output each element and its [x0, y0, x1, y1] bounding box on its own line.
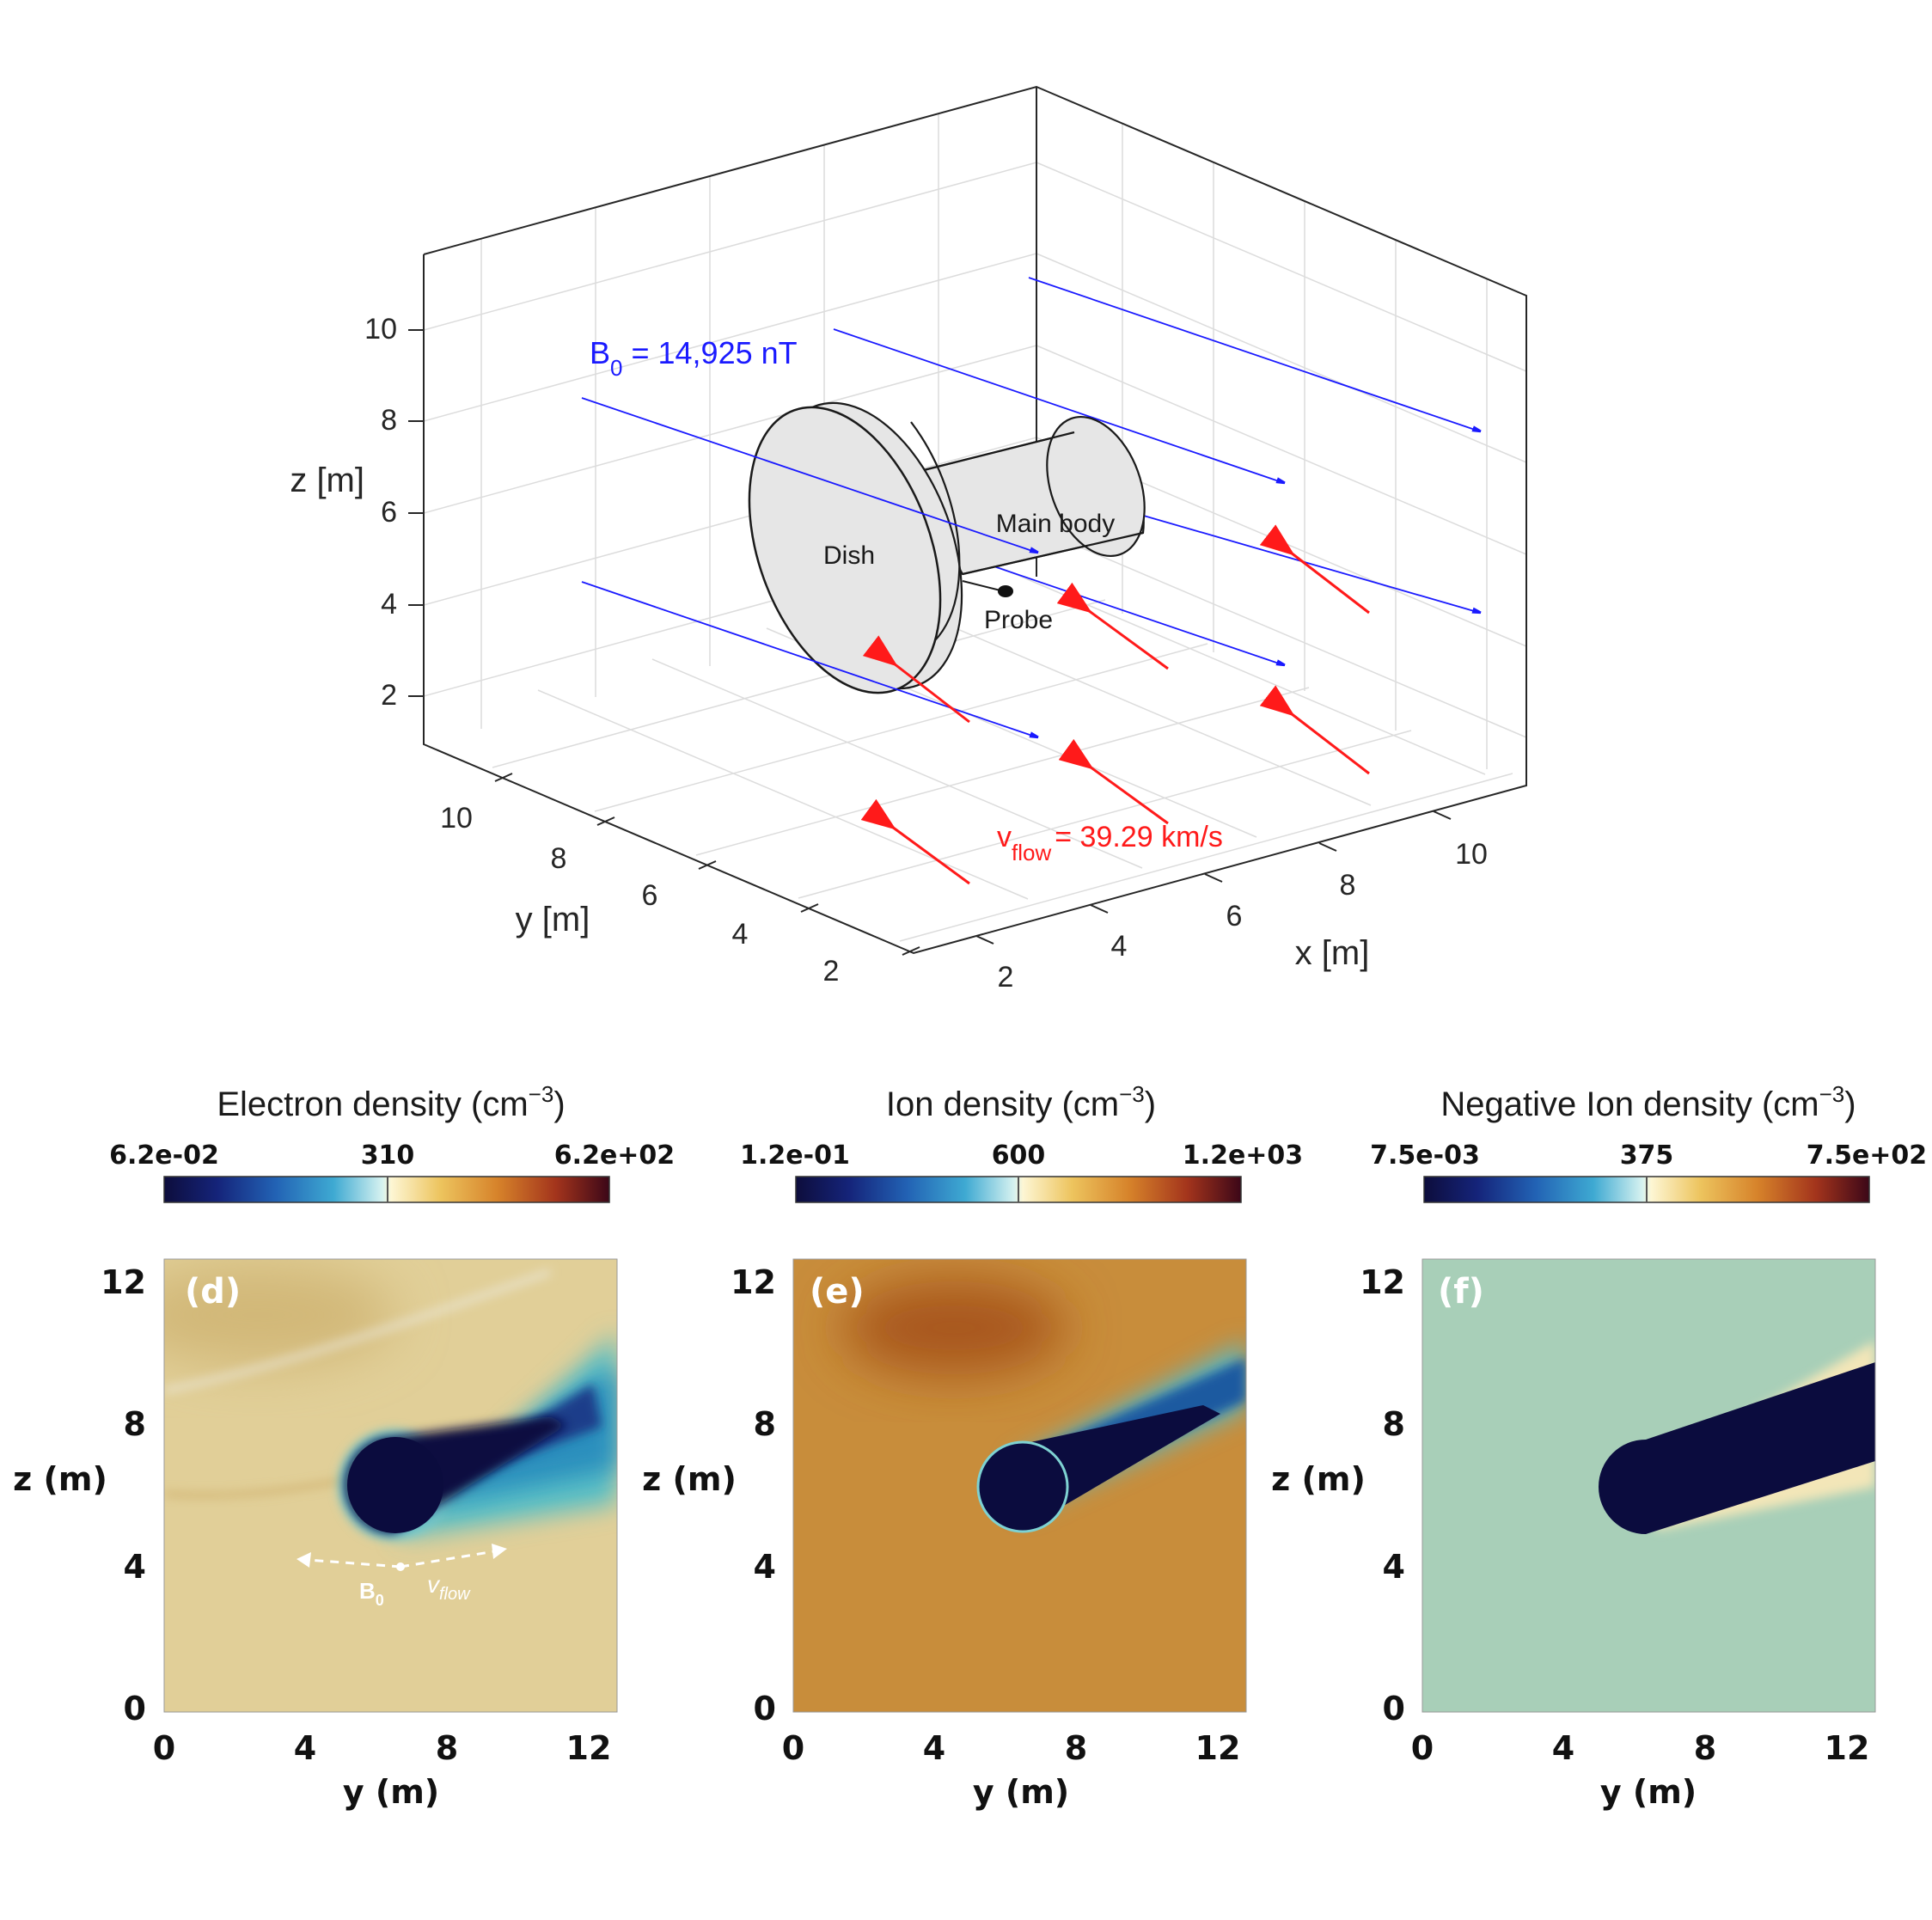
z-tick-6: 6 [381, 496, 397, 529]
main-body-label: Main body [996, 510, 1115, 538]
y-axis: 10 8 6 4 2 y [m] [440, 773, 920, 988]
panel-d-xtick-8: 8 [436, 1729, 458, 1767]
panel-f-xtick-4: 4 [1552, 1729, 1574, 1767]
panel-d-ytick-0: 0 [124, 1690, 146, 1727]
y-tick-8: 8 [551, 842, 567, 875]
panel-f-label: (f) [1438, 1272, 1484, 1312]
x-axis: 2 4 6 8 10 x [m] [975, 810, 1488, 994]
panel-ion-density: Ion density (cm−3) 1.2e-01 600 1.2e+03 (… [642, 1081, 1303, 1811]
panel-f-xlabel: y (m) [1600, 1773, 1697, 1811]
main-body: Main body [905, 415, 1146, 576]
panel-f-ytick-8: 8 [1383, 1405, 1405, 1443]
panel-electron-density: Electron density (cm−3) 6.2e-02 310 6.2e… [13, 1081, 675, 1811]
z-axis: 10 8 6 4 2 z [m] [290, 313, 424, 712]
y-tick-2: 2 [823, 955, 840, 988]
density-panels: Electron density (cm−3) 6.2e-02 310 6.2e… [13, 1081, 1927, 1811]
panel-d-label: (d) [185, 1272, 241, 1312]
panel-e-xtick-8: 8 [1065, 1729, 1087, 1767]
colorbar-f-min: 7.5e-03 [1370, 1140, 1480, 1171]
panel-d-ytick-8: 8 [124, 1405, 146, 1443]
dish-label: Dish [823, 541, 875, 570]
z-tick-10: 10 [364, 313, 397, 345]
panel-d-xlabel: y (m) [343, 1773, 439, 1811]
y-tick-6: 6 [642, 879, 658, 912]
z-tick-2: 2 [381, 679, 397, 712]
panel-e-ytick-4: 4 [754, 1548, 776, 1586]
panel-f-xtick-12: 12 [1825, 1729, 1870, 1767]
x-tick-2: 2 [998, 961, 1014, 994]
panel-f-ytick-4: 4 [1383, 1548, 1405, 1586]
colorbar-e-mid: 600 [992, 1140, 1046, 1171]
panel-e-xtick-4: 4 [923, 1729, 945, 1767]
panel-e-xtick-0: 0 [782, 1729, 804, 1767]
dish: Dish [748, 401, 963, 694]
panel-f-ytick-0: 0 [1383, 1690, 1405, 1727]
probe: Probe [962, 580, 1053, 634]
grid [423, 86, 1527, 942]
field-lines-front [581, 397, 1037, 737]
panel-d-ylabel: z (m) [13, 1460, 107, 1498]
y-tick-10: 10 [440, 802, 473, 835]
panel-d-xtick-4: 4 [294, 1729, 316, 1767]
panel-e-ytick-8: 8 [754, 1405, 776, 1443]
y-tick-4: 4 [732, 918, 749, 951]
colorbar-d-max: 6.2e+02 [554, 1140, 675, 1171]
panel-e-label: (e) [810, 1272, 865, 1312]
colorbar-e-min: 1.2e-01 [740, 1140, 850, 1171]
y-axis-label: y [m] [516, 901, 590, 939]
panel-e-ytick-12: 12 [731, 1263, 776, 1301]
panel-f-ylabel: z (m) [1271, 1460, 1366, 1498]
svg-text:B0: B0 [359, 1578, 384, 1609]
panel-negative-ion-density: Negative Ion density (cm−3) 7.5e-03 375 … [1271, 1081, 1927, 1811]
flow-arrows [860, 524, 1370, 885]
panel-e-xlabel: y (m) [973, 1773, 1069, 1811]
vflow-label: vflow = 39.29 km/s [997, 821, 1223, 865]
colorbar-f-max: 7.5e+02 [1807, 1140, 1927, 1171]
colorbar-f-mid: 375 [1620, 1140, 1674, 1171]
panel-f-title: Negative Ion density (cm−3) [1440, 1081, 1856, 1123]
panel-e-title: Ion density (cm−3) [886, 1081, 1156, 1123]
panel-d-xtick-12: 12 [566, 1729, 612, 1767]
panel-f-xtick-0: 0 [1411, 1729, 1434, 1767]
panel-d-annotation: B0 vflow [296, 1544, 507, 1609]
x-tick-10: 10 [1455, 838, 1488, 871]
panel-d-title: Electron density (cm−3) [217, 1081, 565, 1123]
z-tick-4: 4 [381, 588, 397, 621]
probe-label: Probe [984, 606, 1053, 634]
panel-e-ylabel: z (m) [642, 1460, 737, 1498]
panel-d-ytick-4: 4 [124, 1548, 146, 1586]
field-lines [833, 277, 1480, 665]
panel-f-xtick-8: 8 [1694, 1729, 1716, 1767]
x-tick-4: 4 [1111, 930, 1128, 963]
x-tick-8: 8 [1340, 869, 1356, 902]
svg-text:vflow: vflow [427, 1571, 471, 1604]
panel-f-ytick-12: 12 [1360, 1263, 1405, 1301]
panel-d-xtick-0: 0 [153, 1729, 175, 1767]
colorbar-e-max: 1.2e+03 [1183, 1140, 1303, 1171]
colorbar-d-min: 6.2e-02 [109, 1140, 219, 1171]
panel-e-ytick-0: 0 [754, 1690, 776, 1727]
z-tick-8: 8 [381, 404, 397, 437]
z-axis-label: z [m] [290, 462, 364, 499]
panel-d-ytick-12: 12 [101, 1263, 146, 1301]
x-axis-label: x [m] [1295, 934, 1370, 972]
spacecraft-3d-scene: 10 8 6 4 2 z [m] 10 8 6 4 2 y [m] 2 4 6 … [290, 85, 1527, 994]
b0-label: B0 = 14,925 nT [590, 335, 798, 381]
x-tick-6: 6 [1226, 900, 1243, 932]
panel-e-xtick-12: 12 [1195, 1729, 1241, 1767]
colorbar-d-mid: 310 [361, 1140, 415, 1171]
